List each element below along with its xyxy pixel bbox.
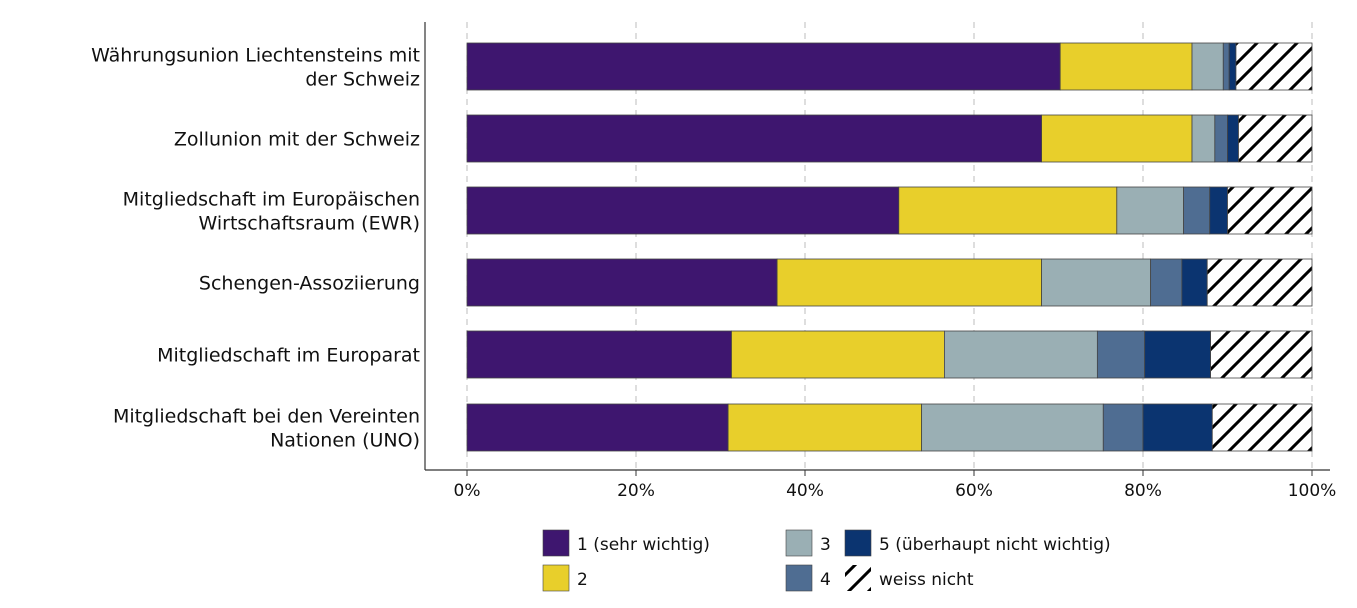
- bar-segment: [1144, 330, 1211, 379]
- category-label: Währungsunion Liechtensteins mit der Schw…: [91, 45, 420, 91]
- category-label: Mitgliedschaft bei den Vereinten Nationen…: [113, 406, 420, 452]
- bar-segment: [1222, 42, 1230, 91]
- bar-segment: [1191, 42, 1224, 91]
- bar-segment: [1181, 258, 1208, 307]
- legend-item: 3: [785, 529, 831, 557]
- legend-swatch: [845, 565, 871, 591]
- bar-segment: [1214, 114, 1228, 163]
- category-label: Mitgliedschaft im Europarat: [157, 345, 420, 367]
- bar-segment: [1096, 330, 1146, 379]
- x-tick-label: 100%: [1288, 481, 1337, 501]
- bar-segment: [727, 403, 923, 452]
- bar-segment: [1228, 42, 1237, 91]
- bar-segment: [1191, 114, 1216, 163]
- bar-segment: [1183, 186, 1211, 235]
- bar-segment: [1142, 403, 1213, 452]
- bar-segment: [1041, 114, 1193, 163]
- bar-segment: [1210, 330, 1313, 379]
- legend-label: 5 (überhaupt nicht wichtig): [879, 535, 1111, 555]
- bar-segment: [1102, 403, 1144, 452]
- category-labels: Währungsunion Liechtensteins mit der Schw…: [91, 45, 420, 452]
- bar-segment: [466, 330, 732, 379]
- bar-segment: [1059, 42, 1193, 91]
- bar-segment: [1211, 403, 1313, 452]
- bar-segment: [1209, 186, 1228, 235]
- bar-segment: [944, 330, 1098, 379]
- bar-segment: [1238, 114, 1313, 163]
- axes: [424, 22, 1330, 471]
- legend-item: weiss nicht: [845, 565, 974, 591]
- x-tick-label: 40%: [786, 481, 824, 501]
- x-tick-label: 80%: [1124, 481, 1162, 501]
- bar-segment: [1235, 42, 1313, 91]
- bar-segment: [731, 330, 945, 379]
- legend-swatch: [844, 529, 872, 557]
- bar-segment: [1227, 114, 1239, 163]
- category-label: Mitgliedschaft im Europäischen Wirtschaft…: [123, 189, 420, 235]
- bar-segment: [1041, 258, 1152, 307]
- legend-label: 4: [820, 570, 831, 590]
- bar-segment: [898, 186, 1118, 235]
- x-tick-label: 60%: [955, 481, 993, 501]
- legend: 1 (sehr wichtig) 3 5 (überhaupt nicht wich…: [542, 529, 1111, 592]
- legend-item: 2: [542, 564, 588, 592]
- bar-segment: [1206, 258, 1313, 307]
- legend-swatch: [785, 564, 813, 592]
- legend-item: 4: [785, 564, 831, 592]
- category-label: Zollunion mit der Schweiz: [174, 129, 420, 151]
- legend-item: 1 (sehr wichtig): [542, 529, 710, 557]
- legend-label: 1 (sehr wichtig): [577, 535, 710, 555]
- grid-lines: [466, 22, 1313, 470]
- bar-segment: [466, 42, 1061, 91]
- bar-segment: [921, 403, 1104, 452]
- legend-label: 3: [820, 535, 831, 555]
- bar-segment: [1150, 258, 1183, 307]
- bar-segment: [466, 258, 778, 307]
- legend-item: 5 (überhaupt nicht wichtig): [844, 529, 1111, 557]
- bar-segment: [1227, 186, 1313, 235]
- bar-segment: [466, 403, 729, 452]
- bar-segment: [776, 258, 1042, 307]
- legend-label: weiss nicht: [879, 570, 974, 590]
- legend-label: 2: [577, 570, 588, 590]
- bar-segment: [466, 114, 1042, 163]
- x-tick-labels: 0% 20% 40% 60% 80% 100%: [454, 470, 1337, 501]
- x-tick-label: 0%: [454, 481, 481, 501]
- bar-segment: [466, 186, 900, 235]
- x-tick-label: 20%: [617, 481, 655, 501]
- legend-swatch: [542, 529, 570, 557]
- legend-swatch: [542, 564, 570, 592]
- legend-swatch: [785, 529, 813, 557]
- bar-segment: [1116, 186, 1184, 235]
- category-label: Schengen-Assoziierung: [199, 273, 420, 295]
- bars: [466, 42, 1313, 452]
